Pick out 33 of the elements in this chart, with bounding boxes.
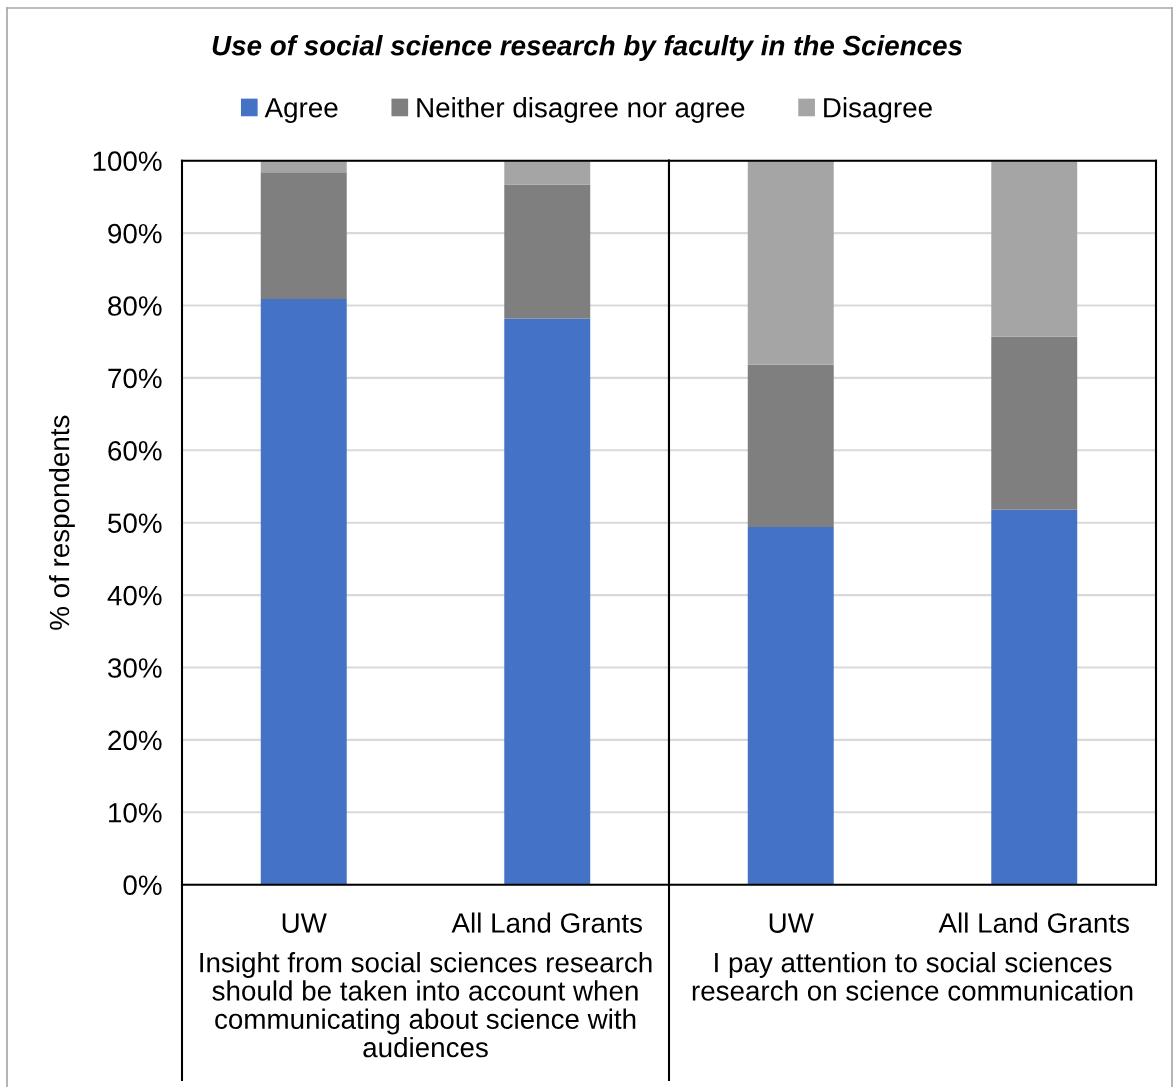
y-tick-label: 40% — [107, 585, 162, 606]
y-tick-label: 60% — [108, 440, 162, 461]
x-tick-label: All Land Grants — [938, 912, 1129, 933]
x-axis-title: I pay attention to social sciences research on science communication — [692, 952, 1133, 1001]
bar — [504, 184, 591, 319]
legend-label: Neither disagree nor agree — [417, 97, 745, 124]
bar — [747, 527, 834, 885]
x-tick-label: UW — [769, 913, 814, 933]
bar — [747, 364, 834, 528]
bar — [991, 509, 1078, 885]
x-tick-label: UW — [282, 913, 327, 933]
legend-label: Disagree — [824, 97, 932, 124]
bar — [260, 298, 347, 885]
bar — [504, 160, 591, 185]
bar — [991, 160, 1078, 337]
bar — [747, 160, 834, 365]
legend-label: Agree — [264, 98, 338, 124]
bar — [260, 172, 347, 299]
bar — [991, 336, 1078, 510]
bar — [504, 318, 591, 885]
y-axis-title: % of respondents — [48, 415, 75, 630]
y-tick-label: 10% — [109, 802, 162, 823]
y-tick-label: 80% — [108, 296, 162, 316]
y-tick-label: 50% — [108, 513, 162, 534]
x-tick-label: All Land Grants — [451, 912, 642, 933]
y-tick-label: 90% — [108, 223, 162, 244]
chart-title: Use of social science research by faculty in the Sciences — [212, 35, 963, 61]
y-tick-label: 70% — [108, 368, 162, 389]
y-tick-label: 20% — [108, 730, 162, 751]
y-tick-label: 30% — [108, 658, 162, 678]
y-tick-label: 100% — [93, 151, 162, 172]
y-tick-label: 0% — [123, 875, 162, 896]
x-axis-title: Insight from social sciences research should be taken into account when communicating about science with audiences — [200, 952, 652, 1058]
